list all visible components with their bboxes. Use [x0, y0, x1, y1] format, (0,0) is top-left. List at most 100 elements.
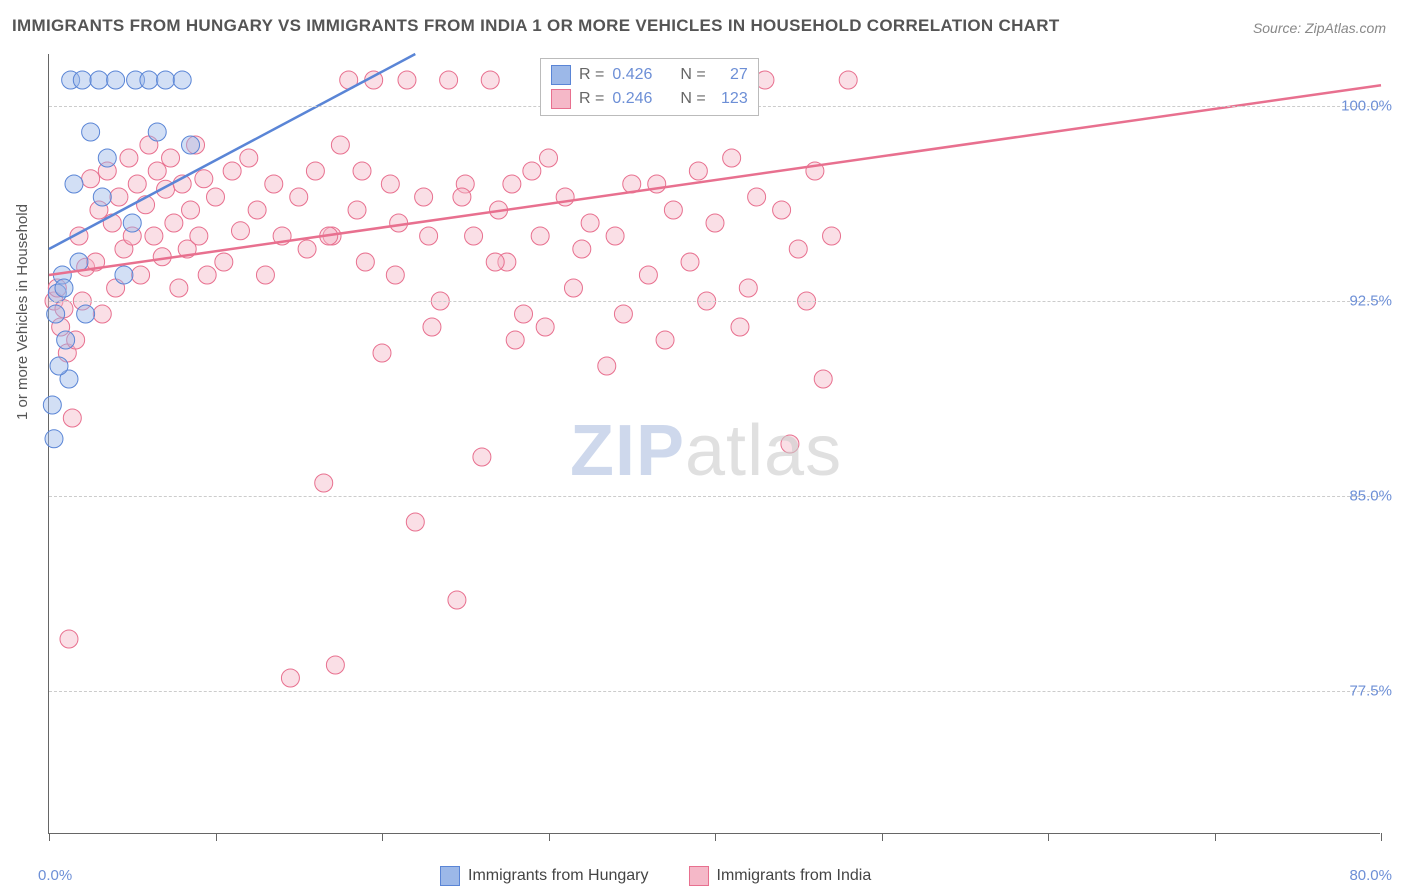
- scatter-point: [473, 448, 491, 466]
- scatter-point: [423, 318, 441, 336]
- xtick-label-min: 0.0%: [38, 867, 72, 884]
- scatter-point: [390, 214, 408, 232]
- scatter-point: [82, 123, 100, 141]
- r-value-india: 0.246: [612, 90, 652, 108]
- r-value-hungary: 0.426: [612, 66, 652, 84]
- legend-correlation-box: R = 0.426 N = 27 R = 0.246 N = 123: [540, 58, 759, 116]
- scatter-point: [731, 318, 749, 336]
- xtick: [882, 833, 883, 841]
- r-label: R =: [579, 66, 604, 84]
- scatter-point: [148, 162, 166, 180]
- scatter-point: [93, 188, 111, 206]
- legend-row-hungary: R = 0.426 N = 27: [551, 63, 748, 87]
- scatter-point: [132, 266, 150, 284]
- scatter-point: [664, 201, 682, 219]
- scatter-point: [386, 266, 404, 284]
- gridline-h: [49, 496, 1380, 497]
- scatter-point: [814, 370, 832, 388]
- watermark-atlas: atlas: [685, 411, 842, 491]
- scatter-point: [123, 214, 141, 232]
- scatter-point: [415, 188, 433, 206]
- scatter-point: [165, 214, 183, 232]
- scatter-point: [656, 331, 674, 349]
- scatter-point: [207, 188, 225, 206]
- scatter-point: [748, 188, 766, 206]
- scatter-point: [57, 331, 75, 349]
- legend-label-india: Immigrants from India: [717, 867, 872, 885]
- scatter-point: [331, 136, 349, 154]
- scatter-point: [265, 175, 283, 193]
- scatter-point: [681, 253, 699, 271]
- ytick-label: 100.0%: [1341, 98, 1392, 115]
- scatter-point: [73, 71, 91, 89]
- scatter-point: [573, 240, 591, 258]
- scatter-point: [173, 71, 191, 89]
- swatch-india: [551, 89, 571, 109]
- scatter-point: [773, 201, 791, 219]
- scatter-point: [50, 357, 68, 375]
- xtick: [382, 833, 383, 841]
- scatter-point: [453, 188, 471, 206]
- scatter-point: [420, 227, 438, 245]
- legend-label-hungary: Immigrants from Hungary: [468, 867, 649, 885]
- scatter-point: [140, 71, 158, 89]
- swatch-hungary: [551, 65, 571, 85]
- scatter-point: [77, 305, 95, 323]
- scatter-point: [448, 591, 466, 609]
- r-label: R =: [579, 90, 604, 108]
- scatter-point: [231, 222, 249, 240]
- chart-title: IMMIGRANTS FROM HUNGARY VS IMMIGRANTS FR…: [12, 16, 1060, 36]
- scatter-point: [598, 357, 616, 375]
- scatter-point: [43, 396, 61, 414]
- legend-item-hungary: Immigrants from Hungary: [440, 866, 649, 886]
- scatter-point: [353, 162, 371, 180]
- scatter-point: [503, 175, 521, 193]
- xtick: [49, 833, 50, 841]
- scatter-point: [90, 71, 108, 89]
- scatter-point: [290, 188, 308, 206]
- xtick: [1381, 833, 1382, 841]
- scatter-point: [531, 227, 549, 245]
- scatter-point: [356, 253, 374, 271]
- scatter-point: [45, 430, 63, 448]
- legend-item-india: Immigrants from India: [689, 866, 872, 886]
- scatter-point: [486, 253, 504, 271]
- scatter-point: [115, 266, 133, 284]
- scatter-point: [148, 123, 166, 141]
- scatter-point: [240, 149, 258, 167]
- scatter-point: [315, 474, 333, 492]
- scatter-point: [110, 188, 128, 206]
- swatch-india-bottom: [689, 866, 709, 886]
- scatter-point: [381, 175, 399, 193]
- scatter-point: [157, 71, 175, 89]
- scatter-point: [506, 331, 524, 349]
- scatter-point: [723, 149, 741, 167]
- scatter-point: [839, 71, 857, 89]
- swatch-hungary-bottom: [440, 866, 460, 886]
- scatter-point: [128, 175, 146, 193]
- watermark: ZIPatlas: [570, 410, 842, 492]
- scatter-point: [306, 162, 324, 180]
- scatter-point: [162, 149, 180, 167]
- scatter-point: [70, 253, 88, 271]
- scatter-point: [182, 136, 200, 154]
- scatter-point: [373, 344, 391, 362]
- scatter-point: [215, 253, 233, 271]
- scatter-point: [564, 279, 582, 297]
- ytick-label: 77.5%: [1349, 683, 1392, 700]
- xtick: [715, 833, 716, 841]
- scatter-point: [298, 240, 316, 258]
- watermark-zip: ZIP: [570, 411, 685, 491]
- scatter-point: [406, 513, 424, 531]
- scatter-point: [614, 305, 632, 323]
- scatter-point: [63, 409, 81, 427]
- xtick: [1215, 833, 1216, 841]
- scatter-point: [120, 149, 138, 167]
- scatter-point: [540, 149, 558, 167]
- legend-row-india: R = 0.246 N = 123: [551, 87, 748, 111]
- scatter-point: [107, 71, 125, 89]
- scatter-point: [515, 305, 533, 323]
- n-label: N =: [680, 66, 705, 84]
- scatter-point: [55, 279, 73, 297]
- scatter-point: [326, 656, 344, 674]
